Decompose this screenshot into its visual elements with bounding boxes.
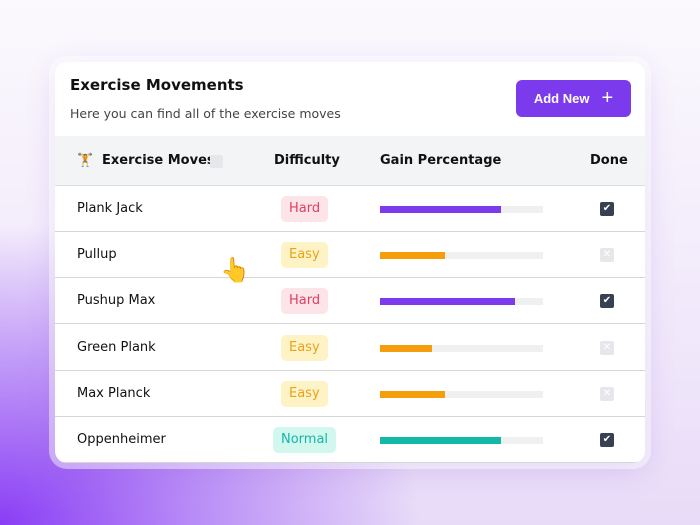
table-row[interactable]: Pushup Max Hard ✔ <box>55 278 645 325</box>
gain-progress-fill <box>380 390 446 398</box>
done-checkbox-unchecked[interactable]: ✕ <box>600 248 614 263</box>
col-difficulty[interactable]: Difficulty <box>274 153 340 168</box>
col-done[interactable]: Done <box>590 153 628 168</box>
table-row[interactable]: Max Planck Easy ✕ <box>55 371 645 417</box>
done-checkbox-unchecked[interactable]: ✕ <box>600 386 614 401</box>
table-row[interactable]: Plank Jack Hard ✔ <box>55 186 645 232</box>
done-checkbox-checked[interactable]: ✔ <box>600 433 614 447</box>
gain-progress-fill <box>380 206 501 213</box>
gain-progress-fill <box>380 252 446 260</box>
gain-progress-fill <box>380 437 501 444</box>
add-new-label: Add New <box>533 91 590 106</box>
difficulty-badge: Hard <box>281 196 329 222</box>
exercise-name: Green Plank <box>77 339 156 355</box>
gain-progress-bar <box>380 298 543 306</box>
table-row[interactable]: Green Plank Easy ✕ <box>55 325 645 371</box>
col-exercise-moves[interactable]: Exercise Moves <box>102 153 215 168</box>
gain-progress-fill <box>380 344 433 352</box>
gain-progress-bar <box>380 252 543 260</box>
difficulty-badge: Easy <box>281 380 328 407</box>
exercise-name: Pullup <box>77 247 117 263</box>
exercise-name: Max Planck <box>77 385 151 401</box>
difficulty-badge: Hard <box>281 288 329 315</box>
difficulty-badge: Easy <box>281 242 328 269</box>
table-row[interactable]: Pullup Easy ✕ <box>55 232 645 279</box>
table-row[interactable]: Oppenheimer Normal ✔ <box>55 417 645 463</box>
done-checkbox-checked[interactable]: ✔ <box>600 202 614 216</box>
exercise-name: Oppenheimer <box>77 432 166 447</box>
done-checkbox-unchecked[interactable]: ✕ <box>600 340 614 355</box>
table-header: 🏋 Exercise Moves Difficulty Gain Percent… <box>55 136 645 186</box>
difficulty-badge: Normal <box>273 427 337 453</box>
gain-progress-bar <box>380 344 543 352</box>
plus-icon: + <box>601 87 614 109</box>
page-title: Exercise Movements <box>70 76 244 94</box>
gain-progress-bar <box>380 437 543 444</box>
dumbbell-icon: 🏋 <box>77 153 94 168</box>
exercise-name: Pushup Max <box>77 293 156 309</box>
difficulty-badge: Easy <box>281 334 328 361</box>
page-subtitle: Here you can find all of the exercise mo… <box>70 106 341 121</box>
add-new-button[interactable]: Add New + <box>516 80 631 117</box>
gain-progress-fill <box>380 298 516 306</box>
gain-progress-bar <box>380 390 543 398</box>
col-gain-percentage[interactable]: Gain Percentage <box>380 153 502 168</box>
done-checkbox-checked[interactable]: ✔ <box>600 294 614 309</box>
help-icon[interactable] <box>210 155 223 168</box>
exercise-card: Exercise Movements Here you can find all… <box>55 62 645 463</box>
exercise-name: Plank Jack <box>77 201 143 216</box>
gain-progress-bar <box>380 206 543 213</box>
hand-cursor-icon: 👆 <box>220 256 250 284</box>
